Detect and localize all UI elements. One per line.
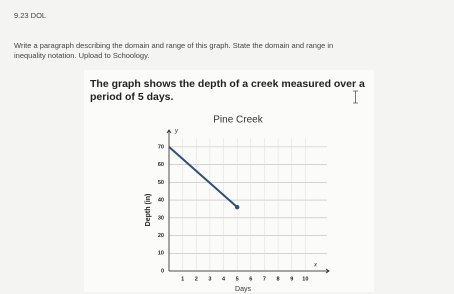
x-axis-name: x [313,263,318,269]
chart-title: Pine Creek [213,115,263,126]
prompt: The graph shows the depth of a creek mea… [90,78,365,90]
y-axis-label: Depth (in) [145,194,152,227]
y-tick-label: 60 [158,162,164,168]
y-axis [166,129,172,271]
instructions: Write a paragraph describing the domain … [14,41,333,50]
endpoint [234,204,240,210]
x-tick-label: 6 [249,276,252,282]
x-tick-label: 10 [302,276,308,282]
x-tick-label: 5 [236,276,239,282]
y-tick-label: 10 [158,251,164,257]
y-tick-label: 50 [158,180,164,186]
x-axis-label: Days [235,286,251,293]
header: 9.23 DOL [14,11,46,20]
x-tick-label: 8 [277,276,280,282]
y-tick-label: 20 [158,233,164,239]
y-axis-name: y [174,129,179,135]
prompt: period of 5 days. [90,91,174,103]
y-tick-label: 30 [158,215,164,221]
y-tick-label: 0 [161,268,164,274]
image-area [84,70,374,292]
x-tick-label: 1 [181,276,184,282]
x-tick-label: 3 [208,276,211,282]
x-tick-label: 4 [222,276,226,282]
data-line [168,146,238,208]
x-axis [169,268,330,274]
y-tick-label: 40 [158,198,164,204]
x-tick-label: 9 [290,276,293,282]
x-tick-label: 7 [263,276,266,282]
instructions: inequality notation. Upload to Schoology… [14,51,149,60]
text-cursor [353,90,358,104]
x-tick-label: 2 [195,276,198,282]
y-tick-label: 70 [158,144,164,150]
